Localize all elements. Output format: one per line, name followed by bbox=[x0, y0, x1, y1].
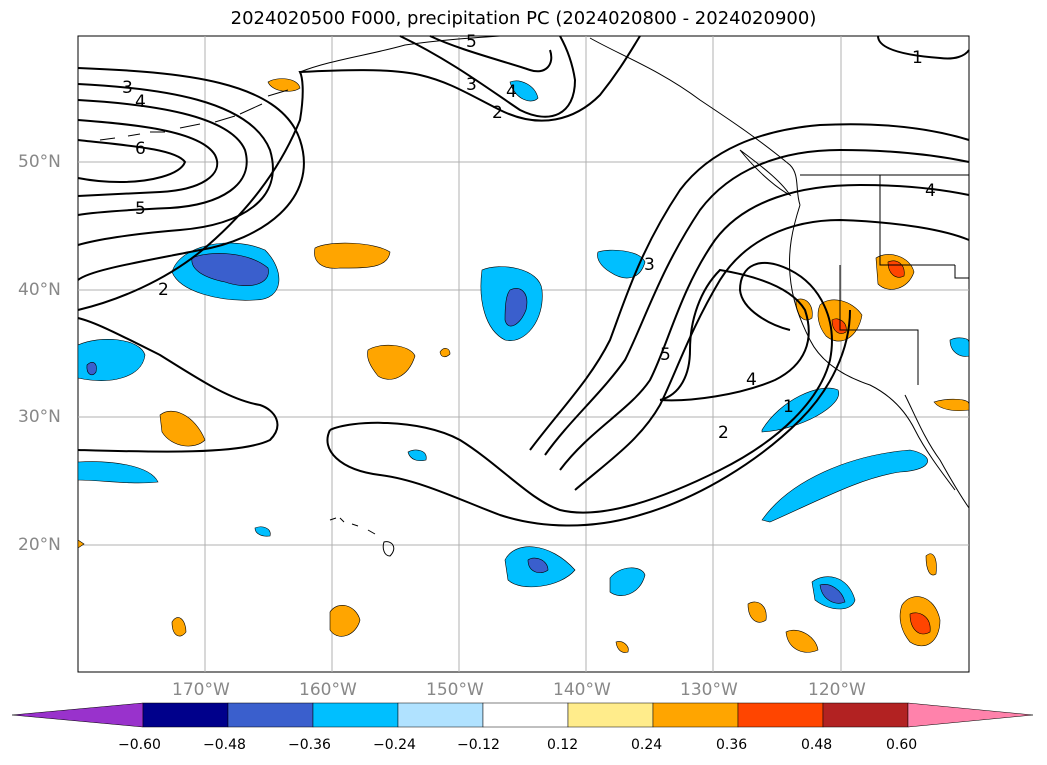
anomaly-patch bbox=[191, 253, 269, 287]
coastlines bbox=[99, 35, 970, 557]
colorbar-tick-label: −0.12 bbox=[457, 737, 500, 753]
contour-line bbox=[329, 261, 833, 514]
positive-anomaly-patches bbox=[77, 78, 970, 653]
anomaly-patch bbox=[77, 461, 159, 484]
lon-label-150w: 150°W bbox=[426, 680, 484, 700]
anomaly-patch bbox=[159, 410, 206, 447]
colorbar-tick-label: 0.24 bbox=[631, 737, 663, 753]
contour-line bbox=[877, 35, 970, 60]
colorbar-tick-label: 0.48 bbox=[801, 737, 833, 753]
lon-label-140w: 140°W bbox=[553, 680, 611, 700]
lon-label-160w: 160°W bbox=[299, 680, 357, 700]
contour-label: 1 bbox=[783, 397, 794, 417]
lat-label-30n: 30°N bbox=[18, 407, 61, 427]
contour-line bbox=[77, 99, 248, 216]
anomaly-patch bbox=[439, 348, 451, 358]
contour-label: 4 bbox=[135, 92, 146, 112]
anomaly-patch bbox=[171, 617, 187, 637]
anomaly-patch bbox=[925, 553, 937, 576]
lon-label-170w: 170°W bbox=[172, 680, 230, 700]
contour-label-group: 3 4 6 5 2 5 3 4 2 3 5 4 1 2 1 4 bbox=[122, 32, 936, 443]
lat-label-40n: 40°N bbox=[18, 280, 61, 300]
contour-label: 4 bbox=[506, 82, 517, 102]
lon-label-120w: 120°W bbox=[808, 680, 866, 700]
contour-line bbox=[429, 35, 553, 73]
anomaly-patch bbox=[267, 78, 301, 92]
anomaly-patch bbox=[314, 242, 391, 269]
contour-label: 3 bbox=[466, 75, 477, 95]
anomaly-patch bbox=[407, 449, 427, 462]
anomaly-patch bbox=[504, 288, 528, 327]
lon-label-130w: 130°W bbox=[680, 680, 738, 700]
west-coast bbox=[789, 204, 956, 491]
anomaly-patch bbox=[367, 344, 416, 380]
contour-label: 4 bbox=[925, 181, 936, 201]
contour-line bbox=[326, 309, 851, 527]
contour-line bbox=[77, 139, 187, 184]
anomaly-patch bbox=[785, 630, 819, 653]
colorbar-tick-label: 0.12 bbox=[547, 737, 579, 753]
anomaly-patch bbox=[329, 605, 361, 637]
anomaly-patch bbox=[819, 584, 846, 604]
colorbar-tick-label: 0.60 bbox=[886, 737, 918, 753]
contour-line bbox=[559, 183, 970, 471]
negative-anomaly-patches bbox=[77, 80, 970, 610]
anomaly-patch bbox=[933, 398, 970, 412]
alaska-coast bbox=[299, 35, 501, 73]
colorbar-tick-label: −0.48 bbox=[203, 737, 246, 753]
vancouver-island bbox=[739, 149, 792, 197]
colorbar-tick-label: −0.36 bbox=[288, 737, 331, 753]
anomaly-patch bbox=[509, 80, 539, 102]
contour-line bbox=[77, 119, 218, 197]
lat-label-20n: 20°N bbox=[18, 535, 61, 555]
contour-line bbox=[77, 67, 305, 281]
anomaly-patch bbox=[761, 387, 839, 433]
contour-label: 3 bbox=[122, 78, 133, 98]
contour-line bbox=[77, 83, 274, 246]
contour-line bbox=[529, 123, 970, 451]
hawaii-islands bbox=[329, 517, 395, 557]
us-state-border bbox=[839, 175, 969, 385]
anomaly-patch bbox=[761, 449, 928, 523]
contour-label: 2 bbox=[492, 103, 503, 123]
contour-label: 4 bbox=[746, 370, 757, 390]
gridlines bbox=[78, 36, 969, 672]
contour-line bbox=[77, 35, 641, 311]
contour-label: 1 bbox=[912, 48, 923, 68]
map-title: 2024020500 F000, precipitation PC (20240… bbox=[230, 8, 817, 29]
contour-lines bbox=[77, 35, 970, 527]
anomaly-patch bbox=[254, 526, 271, 537]
anomaly-patch bbox=[609, 567, 646, 596]
anomaly-patch bbox=[86, 362, 97, 376]
contour-line bbox=[77, 317, 279, 453]
anomaly-patch bbox=[747, 601, 767, 623]
contour-line bbox=[544, 148, 970, 456]
anomaly-patch bbox=[909, 612, 931, 635]
contour-line bbox=[659, 268, 810, 402]
alaska-panhandle-coast bbox=[589, 37, 801, 206]
contour-label: 2 bbox=[158, 280, 169, 300]
anomaly-patch bbox=[949, 337, 970, 357]
colorbar-tick-label: −0.24 bbox=[373, 737, 416, 753]
contour-label: 5 bbox=[135, 199, 146, 219]
contour-line bbox=[399, 35, 577, 118]
colorbar-tick-label: 0.36 bbox=[716, 737, 748, 753]
contour-label: 6 bbox=[135, 139, 146, 159]
anomaly-patch bbox=[77, 539, 85, 549]
contour-label: 3 bbox=[644, 255, 655, 275]
anomaly-patch bbox=[597, 249, 646, 279]
lat-label-50n: 50°N bbox=[18, 152, 61, 172]
contour-line bbox=[574, 218, 970, 491]
contour-label: 5 bbox=[466, 32, 477, 52]
anomaly-patch bbox=[527, 557, 549, 573]
colorbar-tick-label: −0.60 bbox=[118, 737, 161, 753]
anomaly-patch bbox=[615, 641, 629, 653]
aleutian-islands bbox=[99, 89, 289, 141]
contour-label: 5 bbox=[660, 345, 671, 365]
baja-coast bbox=[904, 394, 970, 509]
contour-label: 2 bbox=[718, 423, 729, 443]
